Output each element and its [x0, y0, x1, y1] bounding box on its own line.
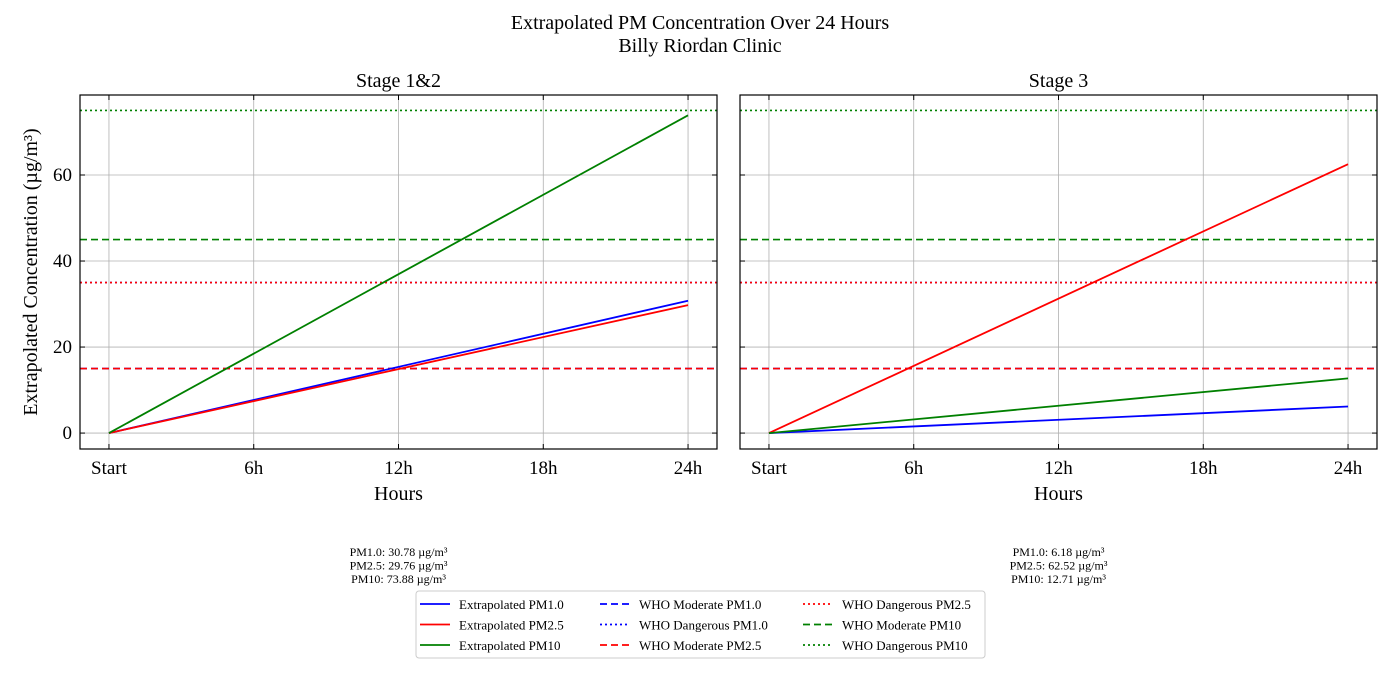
annotation-text: PM2.5: 29.76 µg/m³ — [350, 559, 448, 573]
legend-label: WHO Moderate PM10 — [842, 618, 961, 633]
y-tick-label: 40 — [53, 251, 72, 272]
subplot-1: Start 6h 12h 18h 24h 0 20 40 60 Stage 1&2 Hours Ext… — [20, 70, 718, 586]
legend-label: WHO Dangerous PM10 — [842, 638, 968, 653]
x-tick-label: 12h — [1044, 458, 1073, 479]
annotation-text: PM10: 12.71 µg/m³ — [1011, 572, 1106, 586]
x-tick-label: Start — [91, 458, 128, 479]
annotation-text: PM10: 73.88 µg/m³ — [351, 572, 446, 586]
legend-item: WHO Moderate PM10 — [803, 618, 961, 633]
subplot-title: Stage 3 — [1029, 70, 1088, 92]
x-tick-label: 6h — [904, 458, 924, 479]
figure-title: Extrapolated PM Concentration Over 24 Ho… — [511, 12, 889, 34]
legend-item: Extrapolated PM2.5 — [420, 618, 564, 633]
plot-frame — [739, 94, 1378, 450]
x-tick-label: Start — [751, 458, 788, 479]
legend-label: Extrapolated PM1.0 — [459, 597, 564, 612]
legend-item: WHO Moderate PM2.5 — [600, 638, 761, 653]
legend-item: Extrapolated PM10 — [420, 638, 560, 653]
subplot-title: Stage 1&2 — [356, 70, 441, 92]
x-tick-label: 18h — [1189, 458, 1218, 479]
legend-item: Extrapolated PM1.0 — [420, 597, 564, 612]
x-tick-label: 24h — [674, 458, 703, 479]
legend: Extrapolated PM1.0 Extrapolated PM2.5 Extr… — [415, 590, 986, 659]
annotation-text: PM1.0: 30.78 µg/m³ — [350, 545, 448, 559]
legend-label: WHO Moderate PM2.5 — [639, 638, 761, 653]
y-tick-label: 0 — [63, 423, 73, 444]
legend-item: WHO Moderate PM1.0 — [600, 597, 761, 612]
y-tick-label: 20 — [53, 337, 72, 358]
x-tick-label: 24h — [1334, 458, 1363, 479]
legend-label: WHO Dangerous PM1.0 — [639, 618, 768, 633]
x-tick-label: 6h — [244, 458, 264, 479]
legend-label: Extrapolated PM2.5 — [459, 618, 564, 633]
y-tick-label: 60 — [53, 165, 72, 186]
legend-item: WHO Dangerous PM1.0 — [600, 618, 768, 633]
series-line — [108, 114, 689, 434]
figure-subtitle: Billy Riordan Clinic — [618, 35, 781, 57]
series-line — [768, 405, 1349, 434]
series-line — [108, 304, 689, 434]
legend-label: WHO Dangerous PM2.5 — [842, 597, 971, 612]
annotation-text: PM1.0: 6.18 µg/m³ — [1013, 545, 1105, 559]
y-axis-label: Extrapolated Concentration (µg/m³) — [20, 128, 42, 415]
legend-item: WHO Dangerous PM10 — [803, 638, 968, 653]
x-tick-label: 12h — [384, 458, 413, 479]
legend-label: WHO Moderate PM1.0 — [639, 597, 761, 612]
legend-item: WHO Dangerous PM2.5 — [803, 597, 971, 612]
series-line — [768, 377, 1349, 434]
series-line — [768, 163, 1349, 434]
annotation-text: PM2.5: 62.52 µg/m³ — [1010, 559, 1108, 573]
subplot-2: Start 6h 12h 18h 24h Stage 3 Hours PM1.0: 6.18 … — [739, 70, 1378, 586]
legend-label: Extrapolated PM10 — [459, 638, 560, 653]
plot-frame — [79, 94, 718, 450]
x-axis-label: Hours — [374, 483, 423, 505]
x-tick-label: 18h — [529, 458, 558, 479]
x-axis-label: Hours — [1034, 483, 1083, 505]
legend-frame — [415, 590, 986, 659]
